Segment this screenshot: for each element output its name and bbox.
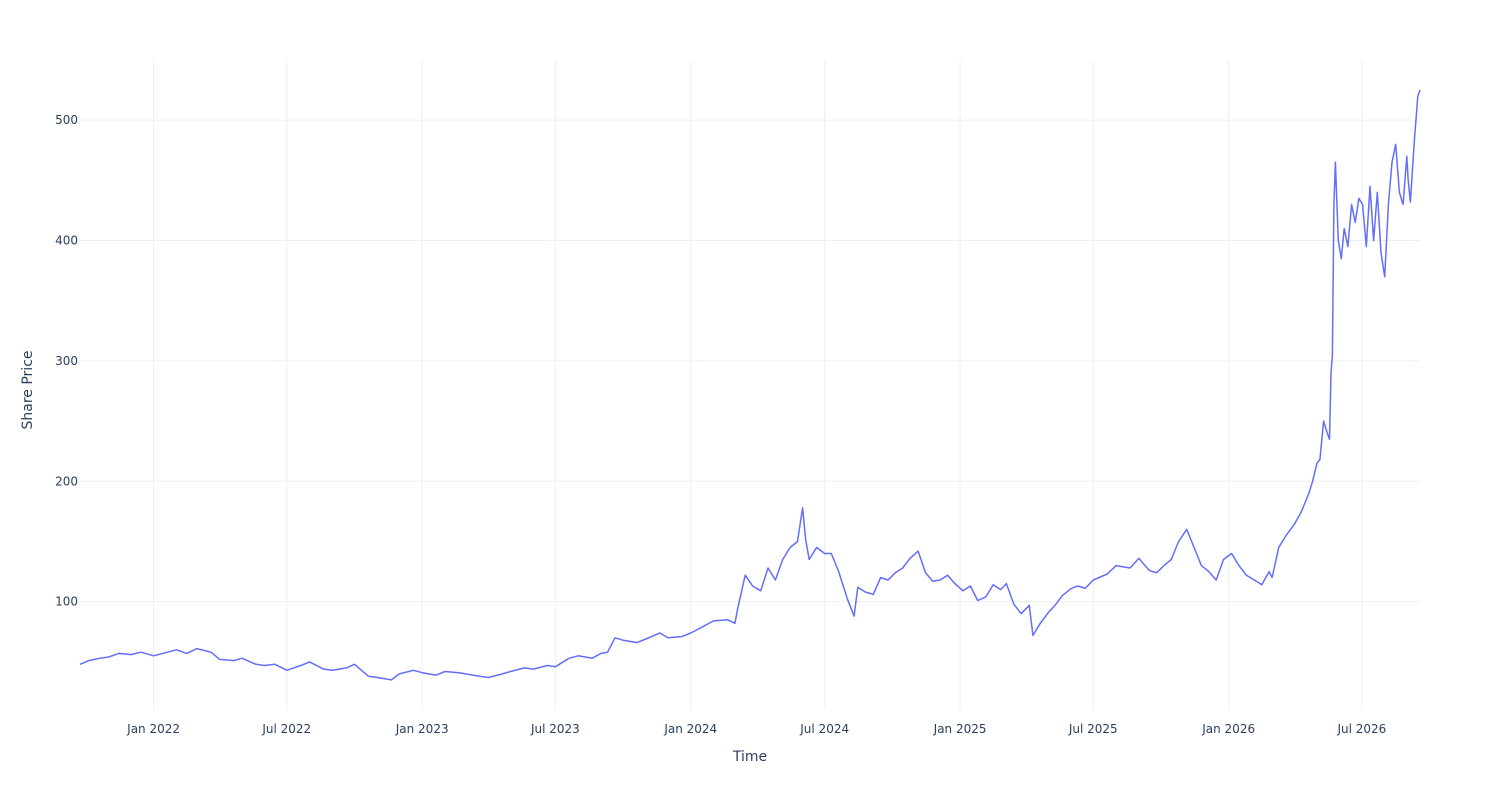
series-layer <box>79 89 1421 681</box>
x-tick-label: Jan 2026 <box>1201 722 1255 736</box>
gridlines <box>80 60 1420 710</box>
series-line <box>79 89 1421 681</box>
y-tick-label: 200 <box>55 474 78 488</box>
x-tick-label: Jan 2025 <box>933 722 987 736</box>
y-tick-label: 100 <box>55 595 78 609</box>
x-tick-label: Jan 2022 <box>126 722 180 736</box>
y-axis-ticks: 100 200 300 400 500 <box>55 113 78 608</box>
x-tick-label: Jul 2026 <box>1336 722 1386 736</box>
x-tick-label: Jul 2023 <box>530 722 580 736</box>
y-tick-label: 400 <box>55 234 78 248</box>
x-axis-title: Time <box>732 749 767 765</box>
x-tick-label: Jan 2024 <box>663 722 717 736</box>
x-tick-label: Jul 2024 <box>799 722 849 736</box>
x-tick-label: Jul 2025 <box>1068 722 1118 736</box>
x-tick-label: Jul 2022 <box>261 722 311 736</box>
y-tick-label: 500 <box>55 113 78 127</box>
y-axis-title: Share Price <box>20 350 36 429</box>
x-axis-ticks: Jan 2022 Jul 2022 Jan 2023 Jul 2023 Jan 2024… <box>126 722 1386 736</box>
x-tick-label: Jan 2023 <box>395 722 449 736</box>
y-tick-label: 300 <box>55 354 78 368</box>
